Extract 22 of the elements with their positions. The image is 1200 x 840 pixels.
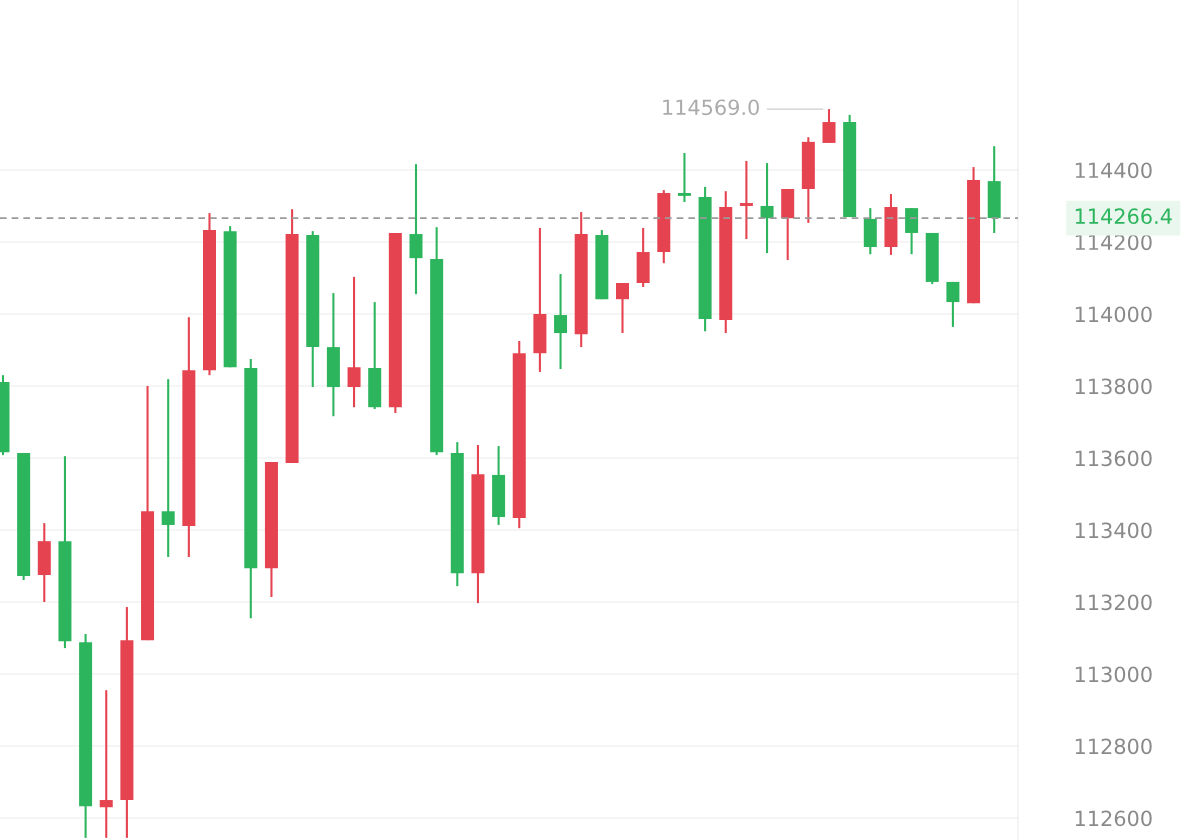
y-tick-label: 113200: [1075, 594, 1152, 611]
ref-line-label: 114266.4: [1075, 208, 1172, 225]
y-tick-label: 113400: [1075, 522, 1152, 539]
candlestick: [822, 108, 836, 144]
y-tick-label: 113000: [1075, 666, 1152, 683]
candlestick: [739, 159, 753, 241]
y-tick-label: 112600: [1075, 810, 1152, 827]
candlestick: [554, 272, 568, 371]
candlestick: [99, 689, 113, 839]
y-tick-label: 113800: [1075, 378, 1152, 395]
candlestick: [946, 280, 960, 328]
candlestick: [347, 275, 361, 409]
y-tick-label: 114400: [1075, 162, 1152, 179]
candlestick: [760, 162, 774, 255]
candlestick: [161, 378, 175, 559]
candlestick: [677, 151, 691, 204]
annotation: 114569.0: [663, 99, 759, 116]
y-tick-label: 114000: [1075, 306, 1152, 323]
y-tick-label: 114200: [1075, 234, 1152, 251]
y-tick-label: 113600: [1075, 450, 1152, 467]
candlestick: [615, 281, 629, 335]
y-tick-label: 112800: [1075, 738, 1152, 755]
